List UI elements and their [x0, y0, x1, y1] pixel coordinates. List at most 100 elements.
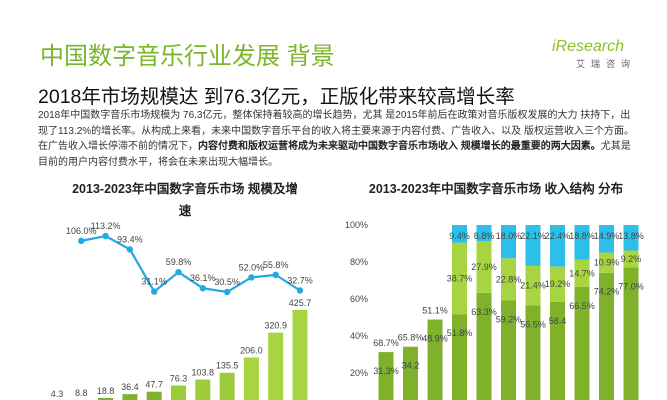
bar: [195, 379, 211, 400]
growth-rate-point: [223, 288, 231, 296]
segment-label-top: 65.8%: [398, 333, 424, 343]
body-text-part-2: 尤其是目前的用户内容付费水平，将会在未来出现大幅增长。: [38, 141, 631, 168]
bar-segment-copyright: [574, 259, 590, 287]
segment-label-top: 68.7%: [373, 338, 399, 348]
growth-rate-point: [126, 246, 134, 253]
bar: [219, 372, 235, 400]
logo-main-text: iResearch: [552, 38, 625, 55]
bar-value-label: 18.8: [97, 386, 115, 396]
segment-label-top: 22.1%: [520, 231, 546, 241]
y-axis-tick-label: 40%: [350, 331, 368, 341]
body-text-part-1: 2018年中国数字音乐市场规模为 76.3亿元，整体保持着较高的增长趋势，尤其 …: [38, 110, 634, 152]
growth-rate-point: [175, 268, 182, 276]
segment-label-mid: 9.2%: [621, 254, 642, 264]
bar-segment-content: [574, 286, 590, 400]
bar-segment-ads: [501, 225, 516, 259]
segment-label-bottom: 59.2%: [496, 314, 522, 324]
growth-rate-label: 106.0%: [66, 226, 97, 236]
page-title-green: 中国数字音乐行业发展 背景: [40, 43, 335, 70]
bar: [98, 397, 114, 400]
growth-rate-point: [102, 232, 109, 240]
segment-label-bottom: 51.8%: [447, 328, 473, 338]
y-axis-tick-label: 100%: [345, 220, 368, 230]
bar-segment-ads: [476, 225, 492, 242]
segment-label-bottom: 56.5%: [520, 319, 546, 329]
segment-label-top: 8.8%: [474, 231, 495, 241]
bar-segment-content: [501, 300, 516, 400]
bar-segment-content: [623, 267, 639, 400]
body-text-bold: 内容付费和版权运营将成为未来驱动中国数字音乐市场收入 规模增长的最重要的两大因素…: [198, 141, 601, 152]
segment-label-top: 18.8%: [569, 231, 595, 241]
segment-label-top: 14.9%: [594, 231, 620, 241]
bar-segment-copyright: [525, 265, 541, 306]
bar: [122, 394, 138, 400]
segment-label-mid: 21.4%: [520, 281, 546, 291]
growth-rate-label: 52.0%: [239, 262, 265, 272]
segment-label-mid: 10.9%: [594, 258, 620, 268]
growth-rate-point: [78, 237, 85, 245]
segment-label-bottom: 48.9%: [422, 334, 448, 344]
segment-label-bottom: 74.2%: [594, 287, 620, 297]
bar-segment-ads: [525, 225, 541, 266]
bar-value-label: 36.4: [121, 382, 139, 392]
growth-rate-point: [151, 288, 158, 295]
segment-label-mid: 14.7%: [569, 268, 595, 278]
growth-rate-label: 30.5%: [214, 277, 240, 287]
segment-label-bottom: 34.2: [402, 361, 420, 371]
bar-segment-copyright: [501, 258, 516, 301]
left-chart-title: 2013-2023年中国数字音乐市场 规模及增速: [72, 182, 298, 218]
segment-label-mid: 27.9%: [471, 262, 497, 272]
growth-rate-line: [81, 234, 301, 294]
iresearch-logo: iResearch 艾瑞咨询: [552, 38, 648, 76]
segment-label-top: 18.0%: [496, 231, 522, 241]
growth-rate-label: 32.7%: [287, 276, 313, 286]
bar: [243, 357, 259, 400]
bar-segment-copyright: [476, 241, 492, 293]
bar-value-label: 8.8: [75, 388, 88, 398]
segment-label-top: 9.4%: [449, 231, 470, 241]
bar-segment-content: [525, 305, 541, 400]
segment-label-bottom: 58.4: [549, 316, 567, 326]
growth-rate-point: [296, 287, 304, 294]
segment-label-top: 13.8%: [618, 231, 644, 241]
right-chart-title: 2013-2023年中国数字音乐市场 收入结构 分布: [368, 182, 624, 196]
segment-label-top: 51.1%: [422, 306, 448, 316]
bar-segment-content: [427, 319, 443, 400]
bar-value-label: 76.3: [170, 374, 188, 384]
growth-rate-label: 93.4%: [117, 234, 143, 244]
segment-label-mid: 19.2%: [545, 279, 571, 289]
segment-label-bottom: 31.3%: [373, 366, 399, 376]
growth-rate-label: 31.1%: [141, 277, 167, 287]
bar-value-label: 4.3: [51, 389, 64, 399]
bar-segment-copyright: [452, 242, 467, 315]
bar-segment-ads: [452, 225, 467, 243]
bar-segment-copyright: [550, 266, 565, 302]
bar-segment-copyright: [623, 250, 639, 268]
growth-rate-label: 55.8%: [263, 260, 289, 270]
growth-rate-label: 113.2%: [91, 221, 121, 231]
bar-segment-ads: [550, 225, 565, 267]
bar: [171, 385, 186, 400]
bar-segment-ads: [599, 225, 614, 253]
bar: [292, 310, 308, 400]
bar-value-label: 47.7: [145, 380, 163, 390]
bar-value-label: 320.9: [264, 321, 287, 331]
bar-segment-content: [599, 272, 614, 400]
segment-label-bottom: 66.5%: [569, 301, 595, 311]
growth-rate-point: [272, 271, 279, 279]
segment-label-mid: 38.7%: [447, 273, 473, 283]
bar-segment-content: [550, 301, 565, 400]
bar: [268, 332, 284, 400]
y-axis-tick-label: 20%: [350, 368, 368, 378]
segment-label-bottom: 63.3%: [471, 307, 497, 317]
page-headline: 2018年市场规模达 到76.3亿元，正版化带来较高增长率: [38, 86, 515, 108]
bar-value-label: 103.8: [192, 368, 215, 378]
growth-rate-label: 36.1%: [190, 273, 216, 283]
bar-segment-content: [476, 292, 492, 400]
bar-value-label: 425.7: [289, 298, 312, 308]
bar-segment-ads: [574, 225, 590, 260]
growth-rate-point: [248, 274, 255, 281]
y-axis-tick-label: 60%: [350, 294, 368, 304]
